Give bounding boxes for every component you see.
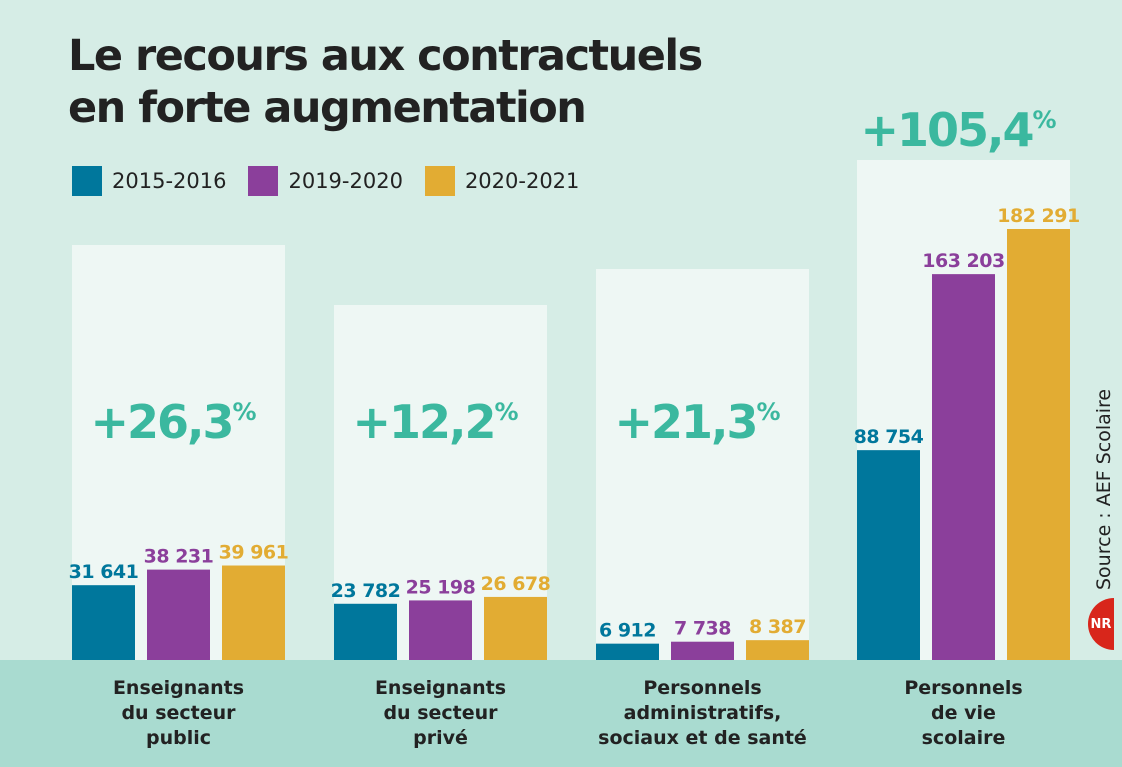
category-label: Enseignants [113,677,244,699]
bar [596,643,659,660]
bar-value-label: 23 782 [331,580,401,602]
bar [746,640,809,660]
legend-label: 2019-2020 [288,169,403,193]
growth-percent: +12,2% [352,395,518,449]
category-label: Enseignants [375,677,506,699]
category-label: Personnels [904,677,1022,699]
chart-title-line-1: Le recours aux contractuels [68,31,703,81]
chart-title: Le recours aux contractuels en forte aug… [68,30,703,134]
category-label: du secteur [383,702,498,724]
bar-value-label: 38 231 [144,546,214,568]
category-label: public [146,727,211,749]
bar [222,565,285,660]
bar-value-label: 31 641 [69,561,139,583]
bar [147,569,210,660]
category-label: Personnels [643,677,761,699]
bar-value-label: 163 203 [922,250,1004,272]
category-label: de vie [931,702,996,724]
legend-item-2019-2020: 2019-2020 [248,166,403,196]
category-label: scolaire [922,727,1006,749]
growth-percent: +105,4% [860,103,1056,157]
bar [932,274,995,660]
bar [334,603,397,660]
legend-label: 2015-2016 [112,169,227,193]
bar-value-label: 182 291 [997,205,1079,227]
source-text: Source : AEF Scolaire [1093,388,1115,590]
bar [72,585,135,660]
legend-swatch [248,166,279,196]
bar-value-label: 6 912 [599,620,656,642]
category-label: privé [413,727,468,749]
bar [671,641,734,660]
bar-value-label: 7 738 [674,618,731,640]
legend-label: 2020-2021 [464,169,580,193]
growth-percent: +21,3% [614,395,780,449]
bar [857,450,920,660]
legend-item-2020-2021: 2020-2021 [424,166,580,196]
bar [1007,229,1070,660]
bar-value-label: 26 678 [481,573,551,595]
growth-percent: +26,3% [90,395,256,449]
bar-value-label: 8 387 [749,616,806,638]
bar-value-label: 88 754 [854,426,924,448]
legend: 2015-2016 2019-2020 2020-2021 [72,166,579,196]
category-label: sociaux et de santé [598,727,807,749]
chart-title-line-2: en forte augmentation [68,83,587,133]
category-label: du secteur [121,702,236,724]
bar-value-label: 25 198 [406,576,476,598]
legend-item-2015-2016: 2015-2016 [72,166,226,196]
bar [409,600,472,660]
legend-swatch [72,166,102,196]
group-panel [596,269,809,660]
legend-swatch [424,166,455,196]
bar [484,596,547,660]
category-label: administratifs, [624,702,782,724]
category-band [0,660,1122,767]
bar-value-label: 39 961 [219,542,289,564]
